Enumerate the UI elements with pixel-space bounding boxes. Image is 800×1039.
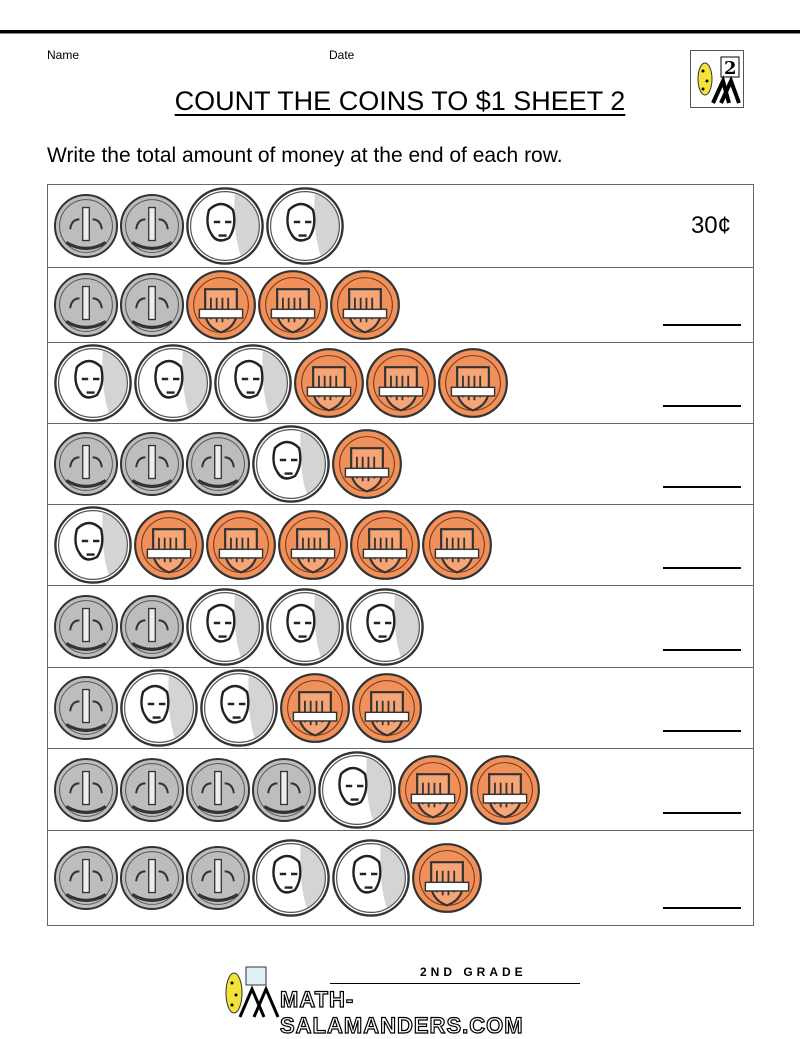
- penny-coin: [278, 510, 348, 580]
- penny-coin: [294, 348, 364, 418]
- nickel-coin: [266, 187, 344, 265]
- penny-coin: [438, 348, 508, 418]
- coin-row: [48, 342, 753, 423]
- nickel-coin: [120, 669, 198, 747]
- nickel-coin: [200, 669, 278, 747]
- penny-coin: [258, 270, 328, 340]
- salamander-logo: 2: [690, 50, 744, 108]
- coin-row: [48, 267, 753, 342]
- nickel-coin: [186, 587, 264, 666]
- coin-table: 30¢: [47, 184, 754, 926]
- coin-row: [48, 667, 753, 748]
- answer-text: 30¢: [690, 212, 731, 239]
- penny-coin: [470, 754, 540, 825]
- answer-blank[interactable]: [663, 730, 741, 732]
- dime-coin: [185, 757, 251, 822]
- answer-blank[interactable]: [663, 486, 741, 488]
- penny-coin: [350, 510, 420, 580]
- coin-row: 30¢: [48, 185, 753, 267]
- dime-coin: [53, 675, 119, 741]
- nickel-coin: [54, 506, 132, 584]
- coin-row: [48, 423, 753, 504]
- dime-coin: [53, 594, 119, 659]
- nickel-coin: [252, 425, 330, 503]
- answer-blank[interactable]: [663, 649, 741, 651]
- nickel-coin: [332, 839, 410, 917]
- dime-coin: [119, 845, 185, 911]
- nickel-coin: [186, 187, 264, 265]
- dime-coin: [119, 757, 185, 822]
- top-rule: [0, 30, 800, 34]
- dime-coin: [119, 594, 185, 659]
- penny-coin: [332, 429, 402, 499]
- dime-coin: [185, 431, 251, 497]
- dime-coin: [251, 757, 317, 822]
- coin-row: [48, 585, 753, 667]
- penny-coin: [422, 510, 492, 580]
- answer-blank[interactable]: [663, 405, 741, 407]
- answer-blank[interactable]: [663, 567, 741, 569]
- dime-coin: [53, 757, 119, 822]
- coin-row: [48, 830, 753, 925]
- nickel-coin: [266, 587, 344, 666]
- page-title-text: COUNT THE COINS TO $1 SHEET 2: [174, 86, 626, 116]
- dime-coin: [53, 845, 119, 911]
- nickel-coin: [346, 587, 424, 666]
- nickel-coin: [54, 344, 132, 422]
- dime-coin: [119, 272, 185, 338]
- nickel-coin: [134, 344, 212, 422]
- dime-coin: [119, 431, 185, 497]
- penny-coin: [352, 673, 422, 743]
- coin-row: [48, 748, 753, 830]
- footer-logo: 2ND GRADE MATH-SALAMANDERS.COM: [220, 965, 590, 1039]
- dime-coin: [53, 272, 119, 338]
- answer-blank[interactable]: [663, 324, 741, 326]
- footer-divider: [330, 983, 580, 984]
- penny-coin: [398, 754, 468, 825]
- dime-coin: [53, 431, 119, 497]
- penny-coin: [330, 270, 400, 340]
- nickel-coin: [214, 344, 292, 422]
- page-title: COUNT THE COINS TO $1 SHEET 2: [0, 86, 800, 117]
- dime-coin: [185, 845, 251, 911]
- name-label: Name: [47, 48, 80, 62]
- grade-text: 2ND GRADE: [420, 965, 527, 979]
- answer-blank[interactable]: [663, 812, 741, 814]
- penny-coin: [412, 843, 482, 913]
- logo-number: 2: [724, 58, 737, 79]
- dime-coin: [53, 193, 119, 259]
- dime-coin: [119, 193, 185, 259]
- coin-row: [48, 504, 753, 585]
- salamander-icon: [225, 966, 280, 1018]
- instructions: Write the total amount of money at the e…: [47, 144, 563, 167]
- site-name: MATH-SALAMANDERS.COM: [279, 986, 524, 1038]
- penny-coin: [134, 510, 204, 580]
- nickel-coin: [252, 839, 330, 917]
- penny-coin: [280, 673, 350, 743]
- penny-coin: [206, 510, 276, 580]
- answer-blank[interactable]: [663, 907, 741, 909]
- penny-coin: [366, 348, 436, 418]
- penny-coin: [186, 270, 256, 340]
- date-label: Date: [329, 48, 355, 62]
- nickel-coin: [318, 750, 396, 829]
